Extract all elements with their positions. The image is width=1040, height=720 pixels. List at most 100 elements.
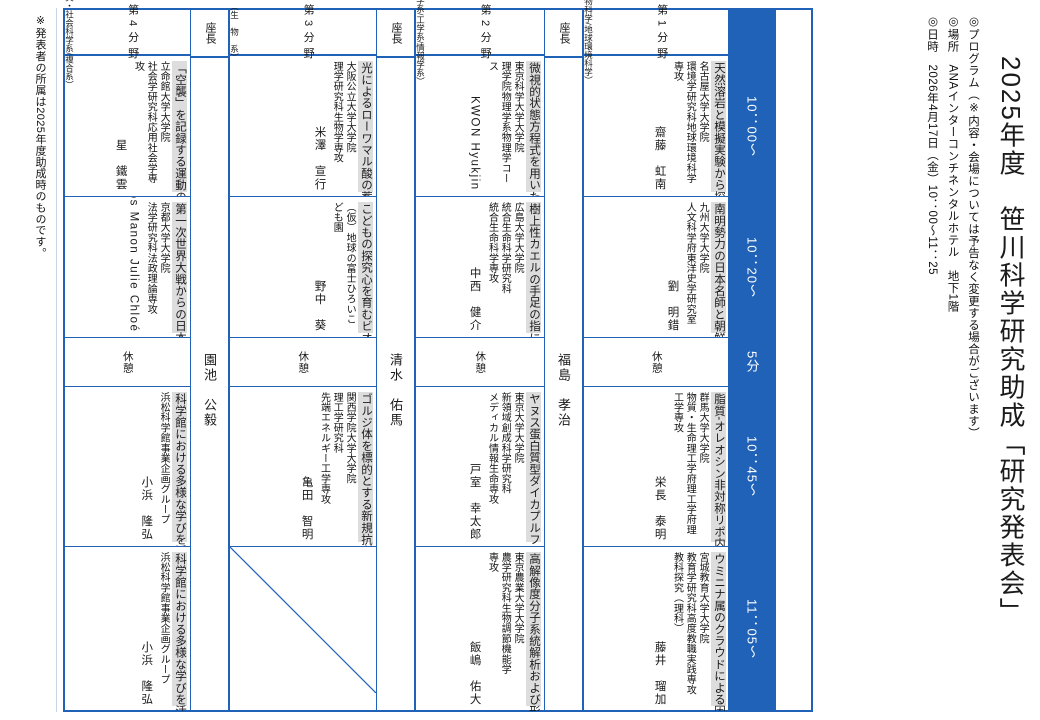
presenter-affiliation: 立命館大学大学院 社会学研究科応用社会学専攻 — [132, 61, 170, 184]
time-label: 10：00～ — [744, 95, 760, 157]
presenter-name: 藤井 瑠加 — [653, 641, 666, 706]
empty-slot — [230, 547, 376, 711]
time-header-strip: 10：00～ 10：20～ 5分 10：45～ 11：05～ — [728, 8, 776, 712]
presentation-title: ゴルジ体を標的とする新規抗所臓器メカニズムの解明 — [358, 392, 373, 547]
time-label: 10：45～ — [744, 436, 760, 497]
field-4-chair-column: 座長 園池 公毅 — [190, 10, 228, 710]
break-slot: 休憩 — [416, 338, 544, 387]
presentation-title: 脂質-オレオシン非対称リポ内膜上における外部刺激応答性の多酵素複合体形成機構の構… — [711, 392, 726, 546]
page-title: 2025年度 笹川科学研究助成「研究発表会」 — [996, 56, 1026, 626]
presentation-slot: 第一次世界大戦からの日本とフランスにおける内閣をめぐる思想および組織化（1914… — [65, 197, 190, 338]
chair-name-text: 清水 佑馬 — [388, 352, 403, 428]
presenter-affiliation: 関西学院大学大学院 理工学研究科 先端エネルギー工学専攻 — [318, 392, 356, 505]
presenter-affiliation: 東京農業大学大学院 農学研究科生物調節機能学 専攻 — [486, 552, 524, 675]
presenter-affiliation: （仮）地球の富士ひろいこども園 — [331, 202, 356, 325]
chair-label: 座長 — [204, 22, 216, 44]
chair-header: 座長 — [545, 10, 582, 58]
time-header-2: 5分 — [730, 338, 774, 387]
presentation-slot: 科学館における多様な学びを活用した多様な利用者に向けた教育プログラムの開発浜松科… — [65, 387, 190, 547]
meta-line-date: ◎日時 2026年4月17日（金）10：00～11：25 — [926, 14, 938, 276]
presentation-slot: 微視的状態方程式を用いた高速回転する中性子星の内部構造の理論的研究東京科学大学大… — [416, 56, 544, 197]
presentation-title: 南明勢力の日本名師と朝鮮・対馬の情報交渉について — [711, 202, 726, 337]
chair-header: 座長 — [377, 10, 414, 58]
field-header-wrap: （人文・社会科学系/複合系） 第 4 分 野 — [64, 0, 190, 89]
presentation-slot: 脂質-オレオシン非対称リポ内膜上における外部刺激応答性の多酵素複合体形成機構の構… — [584, 387, 729, 547]
break-label: 休憩 — [474, 350, 487, 374]
presentation-slot: 科学館における多様な学びを活用した多様な利用者に向けた教育プログラムの開発浜松科… — [65, 547, 190, 711]
presentation-title: 科学館における多様な学びを活用した多様な利用者に向けた教育プログラムの開発 — [172, 552, 187, 711]
presentation-slot: 高解像度分子系統解析および形質評価によるサナギイモの進化解明とコアコレクション作… — [416, 547, 544, 711]
field-1-content-column: （数物科学/地球環境科学） 第 1 分 野天然溶岩と模擬実験から探るドーム崩壊型火… — [583, 0, 729, 711]
meta-line-venue: ◎場所 ANAインターコンチネンタルホテル 地下1階 — [946, 14, 959, 313]
field-name: 第 1 分 野 — [655, 4, 668, 60]
field-group-1: （数物科学/地球環境科学） 第 1 分 野天然溶岩と模擬実験から探るドーム崩壊型火… — [582, 0, 767, 711]
break-label: 休憩 — [297, 350, 310, 374]
presenter-name: 米澤 宣行 — [313, 126, 326, 191]
presenter-name: 小浜 隆弘 — [140, 641, 153, 706]
field-name: 第 4 分 野 — [126, 4, 139, 60]
field-header-wrap: （数物科学/地球環境科学） 第 1 分 野 — [583, 0, 729, 85]
presenter-affiliation: 浜松科学館事業企画グループ — [158, 552, 170, 685]
field-group-2: （化学系/工学系/情報学系） 第 2 分 野微視的状態方程式を用いた高速回転する中… — [414, 0, 582, 711]
field-subtitle: （数物科学/地球環境科学） — [583, 0, 594, 85]
time-label: 10：20～ — [744, 236, 760, 298]
presentation-title: 「空襲」を記録する運動の歴史社会学 — [172, 61, 187, 197]
footnote: ※発表者の所属は2025年度助成時のものです。 — [34, 14, 46, 259]
event-meta: ◎日時 2026年4月17日（金）10：00～11：25 ◎場所 ANAインター… — [917, 14, 979, 439]
chair-name: 園池 公毅 — [191, 58, 228, 710]
break-label: 休憩 — [121, 350, 134, 374]
presenter-name: 飯嶋 佑大 — [468, 641, 481, 706]
field-2-content-column: （化学系/工学系/情報学系） 第 2 分 野微視的状態方程式を用いた高速回転する中… — [415, 0, 544, 711]
presenter-affiliation: 宮城教育大学大学院 教育学研究科高度教職実践専攻 教科探究（理科） — [671, 552, 709, 695]
presenter-name: 亀田 智明 — [300, 476, 313, 541]
break-slot: 休憩 — [65, 338, 190, 387]
break-slot: 休憩 — [584, 338, 729, 387]
field-3-chair-column: 座長 清水 佑馬 — [376, 10, 414, 710]
presentation-slot: 樹上性カエルの手足の指に特異的な骨格要素に注目したカエルの樹上性の起源広島大学大… — [416, 197, 544, 338]
presenter-affiliation: 九州大学大学院 人文科学府東洋史学研究室 — [684, 202, 709, 325]
presenter-name: 栄長 泰明 — [653, 476, 666, 541]
field-2-title-header: （化学系/工学系/情報学系） 第 2 分 野 — [415, 0, 544, 86]
presentation-title: こどもの探究心を育むビオトープの環境デザイン～異分野共同教育における力リキュラム… — [358, 202, 373, 337]
field-2-chair-column: 座長 福島 孝治 — [544, 10, 582, 710]
field-group-3: （生 物 系） 第 3 分 野光によるローワマル酸の蓄積をかいしたエンドウ上胚軸の… — [228, 2, 414, 711]
presenter-name: 中西 健介 — [468, 267, 481, 332]
presentation-slot: ゴルジ体を標的とする新規抗所臓器メカニズムの解明 関西学院大学大学院 理工学研究科… — [230, 387, 376, 547]
presentation-title: 光によるローワマル酸の蓄積をかいしたエンドウ上胚軸の表皮・内部組織間の接着力増加… — [358, 61, 373, 196]
chair-label: 座長 — [558, 22, 570, 44]
presenter-name: 星 鐵雲 — [114, 139, 127, 191]
presentation-slot: 天然溶岩と模擬実験から探るドーム崩壊型火砕流における溶岩の破砕名古屋大学大学院 … — [584, 56, 729, 197]
presenter-affiliation: 広島大学大学院 統合生命科学研究科 統合生命科学専攻 — [486, 202, 524, 294]
field-3-content-column: （生 物 系） 第 3 分 野光によるローワマル酸の蓄積をかいしたエンドウ上胚軸の… — [230, 2, 376, 711]
presenter-affiliation: 東京科学大学大学院 理学院物理学系物理学コース — [486, 61, 524, 184]
presenter-name: 劉 明錯 — [666, 280, 679, 332]
field-group-4: （人文・社会科学系/複合系） 第 4 分 野「空襲」を記録する運動の歴史社会学 立命… — [64, 0, 228, 711]
presentation-title: 科学館における多様な学びを活用した多様な利用者に向けた教育プログラムの開発 — [172, 392, 187, 546]
page-left-rule — [56, 8, 57, 712]
presentation-title: 樹上性カエルの手足の指に特異的な骨格要素に注目したカエルの樹上性の起源 — [526, 202, 541, 337]
presenter-name: 小浜 隆弘 — [140, 476, 153, 541]
time-strip-corner — [730, 10, 774, 56]
presenter-name: 戸室 幸太郎 — [468, 463, 481, 541]
presentation-slot: ヤヌス蛋白質型ダイカプルファイドの面間対称性の解明に起因する多状態間と複雑現象と… — [416, 387, 544, 547]
presentation-slot: 南明勢力の日本名師と朝鮮・対馬の情報交渉について九州大学大学院 人文科学府東洋史… — [584, 197, 729, 338]
presentation-slot: 「空襲」を記録する運動の歴史社会学 立命館大学大学院 社会学研究科応用社会学専攻星… — [65, 56, 190, 197]
presenter-affiliation: 群馬大学大学院 物質・生命理工学府理工学府理工学専攻 — [671, 392, 709, 535]
time-header-3: 10：45～ — [730, 387, 774, 547]
field-3-title-header: （生 物 系） 第 3 分 野 — [230, 2, 376, 62]
presenter-name: KWON Hyukjin — [468, 96, 481, 191]
presentation-slot: ウミニナ属のクラウドによる因縁と多様性 宮城教育大学大学院 教育学研究科高度教職実… — [584, 547, 729, 711]
field-header-wrap: （化学系/工学系/情報学系） 第 2 分 野 — [415, 0, 544, 86]
time-label: 11：05～ — [744, 598, 760, 659]
chair-name: 清水 佑馬 — [377, 58, 414, 710]
presenter-affiliation: 浜松科学館事業企画グループ — [158, 392, 170, 525]
presentation-slot: こどもの探究心を育むビオトープの環境デザイン～異分野共同教育における力リキュラム… — [230, 197, 376, 338]
field-subtitle: （化学系/工学系/情報学系） — [415, 0, 426, 86]
presentation-title: 第一次世界大戦からの日本とフランスにおける内閣をめぐる思想および組織化（1914… — [172, 202, 187, 337]
meta-line-program: ◎プログラム（※内容・会場については予告なく変更する場合がございます） — [967, 14, 979, 439]
program-table: （人文・社会科学系/複合系） 第 4 分 野「空襲」を記録する運動の歴史社会学 立命… — [63, 0, 813, 712]
field-subtitle: （人文・社会科学系/複合系） — [64, 0, 75, 89]
presenter-affiliation: 京都大学大学院 法学研究科法政理論専攻 — [145, 202, 170, 315]
field-name: 第 2 分 野 — [479, 4, 492, 60]
